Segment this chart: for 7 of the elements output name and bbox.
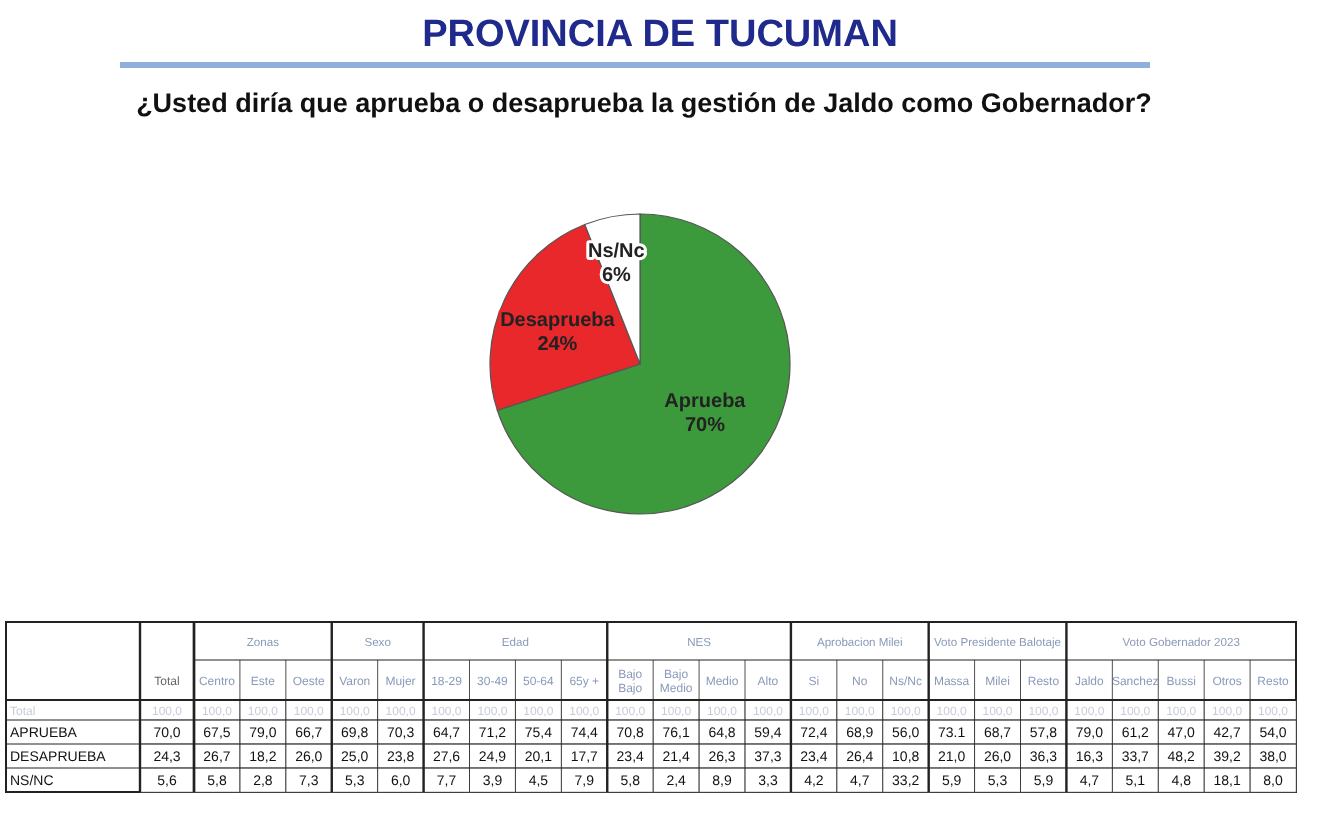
data-label: 24% (537, 333, 578, 356)
pie-slice (496, 213, 791, 515)
chart-subtitle: ¿Usted diría que aprueba o desaprueba la gestión de Jaldo como Gobernador? (136, 88, 1152, 118)
data-label: 70% (684, 415, 726, 438)
slice-label: Desaprueba (500, 309, 616, 332)
slice-label: Aprueba (664, 391, 747, 414)
chart-title: PROVINCIA DE TUCUMAN (422, 14, 898, 56)
